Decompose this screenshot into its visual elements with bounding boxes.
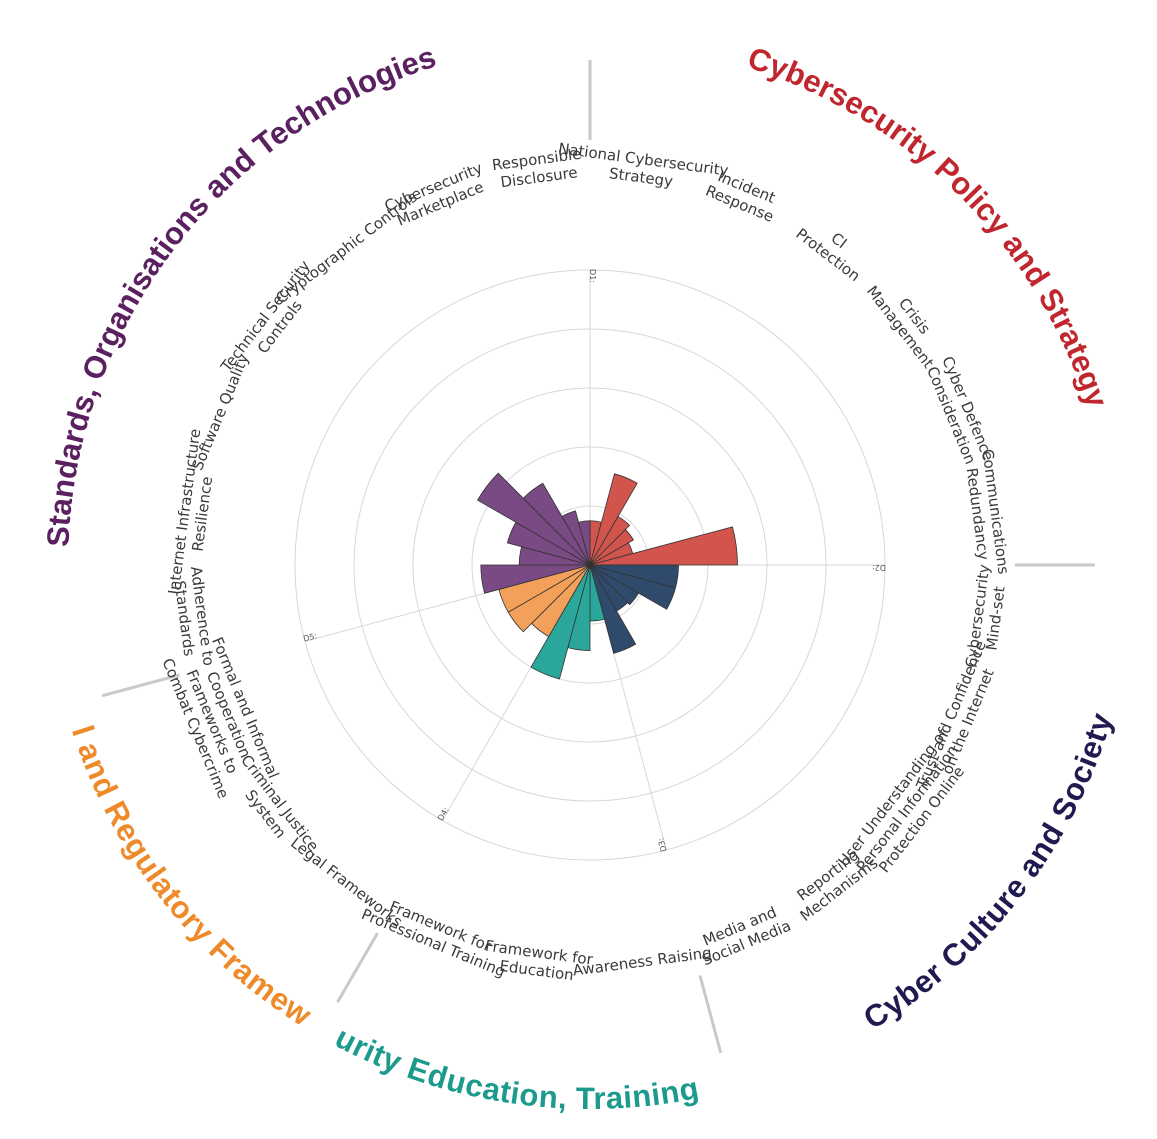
dimension-tick-d1: D1: xyxy=(588,269,597,283)
wedge-framework-for-professional-training xyxy=(530,564,591,680)
category-label-software-quality: Software Quality xyxy=(188,351,252,473)
category-label-ci-protection: CIProtection xyxy=(792,210,874,285)
category-label-national-cybersecurity-strategy: National CybersecurityStrategy xyxy=(555,139,730,197)
category-label-awareness-raising: Awareness Raising xyxy=(572,944,713,980)
wedge-adherence-to-standards xyxy=(480,564,591,594)
separator-d4 xyxy=(336,932,379,1004)
dimension-title-d5: Standards, Organisations and Technologie… xyxy=(40,39,440,548)
wedge-communications-redundancy xyxy=(589,526,738,566)
dimension-tick-d4: D4: xyxy=(436,806,451,823)
separator-d3 xyxy=(698,975,723,1054)
wedge-crisis-management xyxy=(589,528,634,566)
wedge-responsible-disclosure xyxy=(578,520,591,566)
dimension-tick-d2: D2: xyxy=(872,563,886,572)
dimension-title-d2: Cyber Culture and Society xyxy=(857,708,1119,1036)
wedge-technical-security-controls xyxy=(477,472,591,566)
dimension-spokes: D1: D2: D3: D4: D5: xyxy=(101,60,1095,1054)
wedge-media-and-social-media xyxy=(589,564,637,654)
wedge-user-understanding-of-personal-information-protection-online xyxy=(589,564,640,606)
wedge-trust-and-confidence-on-the-internet xyxy=(589,564,676,610)
dimension-tick-d5: D5: xyxy=(302,631,318,643)
category-label-communications-redundancy: CommunicationsRedundancy xyxy=(961,448,1013,578)
wedge-incident-response xyxy=(589,473,638,566)
wedge-cybersecurity-marketplace xyxy=(561,510,591,566)
wedge-cryptographic-controls xyxy=(522,482,591,566)
wedge-ci-protection xyxy=(589,515,631,566)
data-wedges xyxy=(477,472,738,680)
category-label-cybersecurity-marketplace: CybersecurityMarketplace xyxy=(382,159,492,232)
separator-d5 xyxy=(101,673,180,698)
dimension-tick-d3: D3: xyxy=(656,837,668,853)
category-label-responsible-disclosure: ResponsibleDisclosure xyxy=(491,145,585,192)
category-label-crisis-management: CrisisManagement xyxy=(863,271,952,371)
